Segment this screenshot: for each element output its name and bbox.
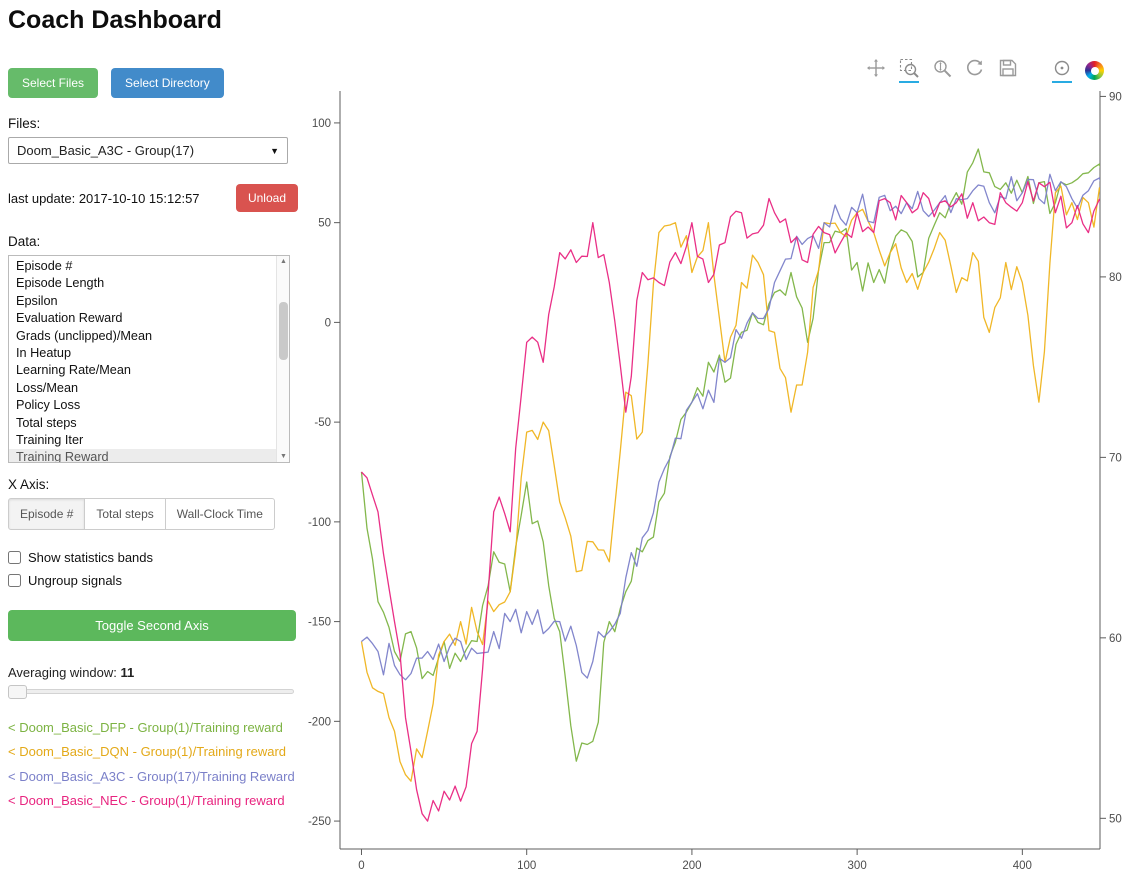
- data-item[interactable]: Grads (unclipped)/Mean: [16, 328, 153, 343]
- ungroup-signals-label[interactable]: Ungroup signals: [28, 573, 122, 588]
- show-statistics-bands-checkbox[interactable]: [8, 551, 21, 564]
- scroll-thumb[interactable]: [279, 302, 288, 360]
- chart-legend: < Doom_Basic_DFP - Group(1)/Training rew…: [8, 720, 298, 808]
- xaxis-option-wall-clock[interactable]: Wall-Clock Time: [164, 498, 275, 530]
- files-select[interactable]: Doom_Basic_A3C - Group(17) ▼: [8, 137, 288, 164]
- svg-text:-200: -200: [308, 716, 331, 728]
- data-item[interactable]: Training Iter: [16, 433, 84, 448]
- averaging-window-label: Averaging window:: [8, 665, 117, 680]
- last-update-text: last update: 2017-10-10 15:12:57: [8, 190, 200, 206]
- scroll-up-icon[interactable]: ▲: [280, 258, 287, 265]
- select-files-button[interactable]: Select Files: [8, 68, 99, 98]
- data-listbox[interactable]: Episode # Episode Length Epsilon Evaluat…: [8, 255, 290, 463]
- svg-text:-150: -150: [308, 617, 331, 629]
- show-statistics-bands-label[interactable]: Show statistics bands: [28, 550, 154, 565]
- bokeh-toolbar: [866, 58, 1104, 83]
- data-item[interactable]: Learning Rate/Mean: [16, 363, 131, 378]
- wheel-zoom-icon[interactable]: [932, 58, 952, 83]
- xaxis-segmented-control: Episode # Total steps Wall-Clock Time: [8, 498, 298, 530]
- save-icon[interactable]: [998, 58, 1018, 83]
- legend-item-a3c[interactable]: < Doom_Basic_A3C - Group(17)/Training Re…: [8, 768, 295, 784]
- chart-panel: -250 -200 -150 -100 -50 0 50 100 50 60 70 80 90 0 100 2…: [288, 52, 1142, 881]
- averaging-window-slider[interactable]: [8, 685, 294, 699]
- data-item[interactable]: Epsilon: [16, 293, 58, 308]
- svg-text:300: 300: [848, 860, 867, 872]
- list-scrollbar[interactable]: ▲ ▼: [276, 256, 289, 462]
- svg-text:0: 0: [358, 860, 364, 872]
- svg-text:-50: -50: [314, 417, 331, 429]
- svg-text:50: 50: [318, 218, 331, 230]
- data-item[interactable]: Policy Loss: [16, 398, 81, 413]
- data-item[interactable]: Episode #: [16, 259, 73, 273]
- files-select-value: Doom_Basic_A3C - Group(17): [17, 143, 195, 158]
- data-item[interactable]: Evaluation Reward: [16, 311, 123, 326]
- data-item[interactable]: Training Reward: [9, 449, 289, 462]
- reset-icon[interactable]: [965, 58, 985, 83]
- sidebar: Select Files Select Directory Files: Doo…: [8, 68, 298, 817]
- select-directory-button[interactable]: Select Directory: [111, 68, 224, 98]
- ungroup-signals-checkbox[interactable]: [8, 574, 21, 587]
- reward-line-chart[interactable]: -250 -200 -150 -100 -50 0 50 100 50 60 70 80 90 0 100 2…: [288, 83, 1142, 881]
- data-item[interactable]: Loss/Mean: [16, 380, 79, 395]
- svg-text:400: 400: [1013, 860, 1032, 872]
- legend-item-nec[interactable]: < Doom_Basic_NEC - Group(1)/Training rew…: [8, 792, 285, 808]
- xaxis-option-total-steps[interactable]: Total steps: [84, 498, 166, 530]
- toggle-second-axis-button[interactable]: Toggle Second Axis: [8, 610, 296, 641]
- data-item[interactable]: Total steps: [16, 415, 77, 430]
- data-item[interactable]: Episode Length: [16, 276, 105, 291]
- data-item[interactable]: In Heatup: [16, 346, 72, 361]
- legend-item-dfp[interactable]: < Doom_Basic_DFP - Group(1)/Training rew…: [8, 720, 283, 735]
- svg-text:70: 70: [1109, 452, 1122, 464]
- svg-text:100: 100: [517, 860, 536, 872]
- xaxis-option-episode[interactable]: Episode #: [8, 498, 86, 530]
- pan-icon[interactable]: [866, 58, 886, 83]
- svg-text:0: 0: [325, 317, 331, 329]
- box-zoom-icon[interactable]: [899, 58, 919, 83]
- data-label: Data:: [8, 234, 41, 249]
- svg-text:80: 80: [1109, 272, 1122, 284]
- hover-icon[interactable]: [1052, 58, 1072, 83]
- svg-text:90: 90: [1109, 91, 1122, 103]
- scroll-down-icon[interactable]: ▼: [280, 453, 287, 460]
- slider-handle[interactable]: [8, 685, 27, 699]
- averaging-window-value: 11: [120, 665, 135, 680]
- bokeh-logo[interactable]: [1085, 61, 1104, 80]
- xaxis-label: X Axis:: [8, 477, 50, 492]
- svg-text:-250: -250: [308, 816, 331, 828]
- svg-text:200: 200: [682, 860, 701, 872]
- dropdown-caret-icon: ▼: [270, 145, 279, 156]
- svg-text:50: 50: [1109, 813, 1122, 825]
- unload-button[interactable]: Unload: [235, 184, 298, 212]
- svg-text:-100: -100: [308, 517, 331, 529]
- svg-text:100: 100: [312, 118, 331, 130]
- legend-item-dqn[interactable]: < Doom_Basic_DQN - Group(1)/Training rew…: [8, 744, 287, 760]
- page-title: Coach Dashboard: [8, 6, 222, 34]
- svg-text:60: 60: [1109, 633, 1122, 645]
- files-label: Files:: [8, 116, 41, 131]
